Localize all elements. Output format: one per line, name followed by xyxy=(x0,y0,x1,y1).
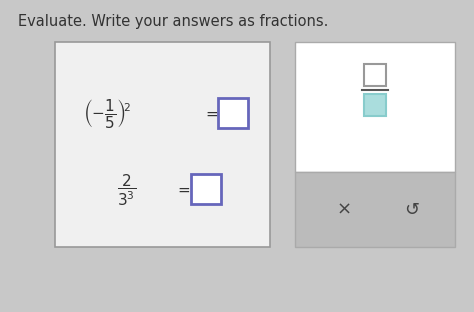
Text: $=$: $=$ xyxy=(203,107,219,121)
Bar xyxy=(191,174,221,204)
Text: $\left(-\dfrac{1}{5}\right)^{\!2}$: $\left(-\dfrac{1}{5}\right)^{\!2}$ xyxy=(83,97,132,130)
Bar xyxy=(364,64,386,86)
Bar xyxy=(295,172,455,247)
Bar xyxy=(364,94,386,116)
Text: Evaluate. Write your answers as fractions.: Evaluate. Write your answers as fraction… xyxy=(18,14,328,29)
Text: $\dfrac{2}{3^{3}}$: $\dfrac{2}{3^{3}}$ xyxy=(117,172,136,208)
Text: $\circlearrowleft$: $\circlearrowleft$ xyxy=(401,200,420,218)
Bar xyxy=(295,42,455,172)
Bar xyxy=(55,42,270,247)
Text: $\times$: $\times$ xyxy=(336,200,350,218)
Text: $=$: $=$ xyxy=(175,183,191,197)
Bar xyxy=(218,98,248,128)
